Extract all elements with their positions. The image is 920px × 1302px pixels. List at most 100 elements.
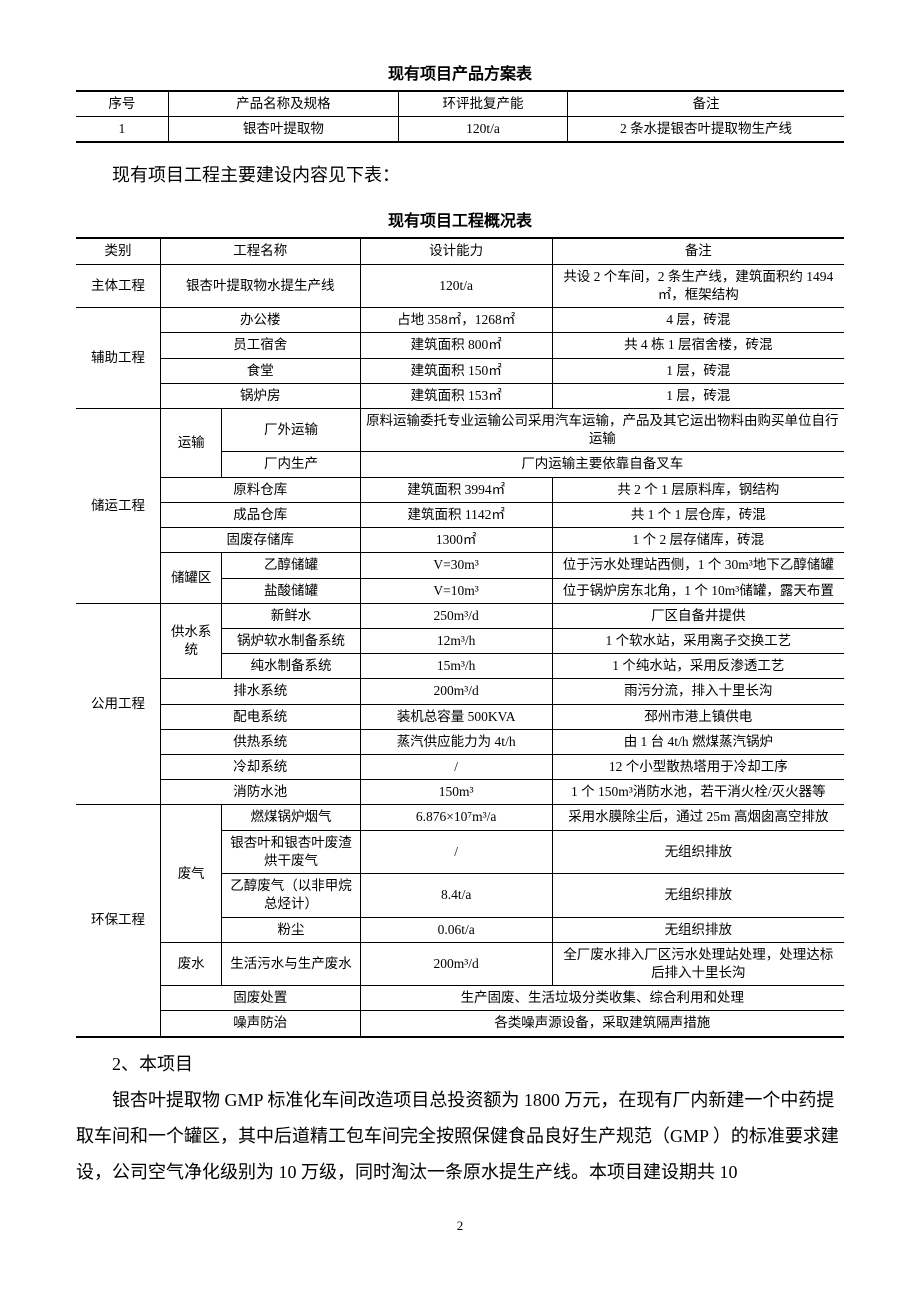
page-number: 2 bbox=[76, 1218, 844, 1234]
table-row: 环保工程 废气 燃煤锅炉烟气 6.876×10⁷m³/a 采用水膜除尘后，通过 … bbox=[76, 805, 844, 830]
cell: 1 个 150m³消防水池，若干消火栓/灭火器等 bbox=[552, 780, 844, 805]
table-row: 主体工程 银杏叶提取物水提生产线 120t/a 共设 2 个车间，2 条生产线，… bbox=[76, 264, 844, 307]
th-seq: 序号 bbox=[76, 91, 168, 117]
cell: 建筑面积 3994㎡ bbox=[360, 477, 552, 502]
cell: 1 bbox=[76, 117, 168, 143]
th-cat: 类别 bbox=[76, 238, 160, 264]
overview-table: 类别 工程名称 设计能力 备注 主体工程 银杏叶提取物水提生产线 120t/a … bbox=[76, 237, 844, 1037]
cell: 占地 358㎡，1268㎡ bbox=[360, 308, 552, 333]
cell: 120t/a bbox=[360, 264, 552, 307]
cell: 采用水膜除尘后，通过 25m 高烟囱高空排放 bbox=[552, 805, 844, 830]
table-row: 冷却系统 / 12 个小型散热塔用于冷却工序 bbox=[76, 755, 844, 780]
product-table: 序号 产品名称及规格 环评批复产能 备注 1 银杏叶提取物 120t/a 2 条… bbox=[76, 90, 844, 143]
cell: 成品仓库 bbox=[160, 502, 360, 527]
table-row: 辅助工程 办公楼 占地 358㎡，1268㎡ 4 层，砖混 bbox=[76, 308, 844, 333]
table-row: 员工宿舍 建筑面积 800㎡ 共 4 栋 1 层宿舍楼，砖混 bbox=[76, 333, 844, 358]
cell: 新鲜水 bbox=[222, 603, 360, 628]
cell: 12m³/h bbox=[360, 628, 552, 653]
cell: 员工宿舍 bbox=[160, 333, 360, 358]
cell: 固废存储库 bbox=[160, 528, 360, 553]
cell: V=30m³ bbox=[360, 553, 552, 578]
cell: 噪声防治 bbox=[160, 1011, 360, 1037]
cell: 银杏叶提取物 bbox=[168, 117, 398, 143]
cell: 150m³ bbox=[360, 780, 552, 805]
cell: 建筑面积 1142㎡ bbox=[360, 502, 552, 527]
table-row: 储运工程 运输 厂外运输 原料运输委托专业运输公司采用汽车运输，产品及其它运出物… bbox=[76, 408, 844, 451]
cell: 各类噪声源设备，采取建筑隔声措施 bbox=[360, 1011, 844, 1037]
cell: 由 1 台 4t/h 燃煤蒸汽锅炉 bbox=[552, 729, 844, 754]
cell: 原料运输委托专业运输公司采用汽车运输，产品及其它运出物料由购买单位自行运输 bbox=[360, 408, 844, 451]
sub-water: 废水 bbox=[160, 942, 221, 985]
table1-title: 现有项目产品方案表 bbox=[76, 60, 844, 84]
cell: 固废处置 bbox=[160, 986, 360, 1011]
table-row: 配电系统 装机总容量 500KVA 邳州市港上镇供电 bbox=[76, 704, 844, 729]
cell: 共设 2 个车间，2 条生产线，建筑面积约 1494㎡，框架结构 bbox=[552, 264, 844, 307]
cell: 120t/a bbox=[399, 117, 568, 143]
cell: 厂外运输 bbox=[222, 408, 360, 451]
cell: 共 1 个 1 层仓库，砖混 bbox=[552, 502, 844, 527]
cell: 厂内运输主要依靠自备叉车 bbox=[360, 452, 844, 477]
cell: 蒸汽供应能力为 4t/h bbox=[360, 729, 552, 754]
cell: 1 层，砖混 bbox=[552, 383, 844, 408]
cat-public: 公用工程 bbox=[76, 603, 160, 805]
cell: 食堂 bbox=[160, 358, 360, 383]
th-cap: 设计能力 bbox=[360, 238, 552, 264]
cell: V=10m³ bbox=[360, 578, 552, 603]
cell: 建筑面积 150㎡ bbox=[360, 358, 552, 383]
sub-water: 供水系统 bbox=[160, 603, 221, 679]
body-paragraph: 银杏叶提取物 GMP 标准化车间改造项目总投资额为 1800 万元，在现有厂内新… bbox=[76, 1082, 844, 1190]
cell: 无组织排放 bbox=[552, 917, 844, 942]
table-row: 序号 产品名称及规格 环评批复产能 备注 bbox=[76, 91, 844, 117]
table-row: 食堂 建筑面积 150㎡ 1 层，砖混 bbox=[76, 358, 844, 383]
sub-tank: 储罐区 bbox=[160, 553, 221, 603]
section-number: 2、本项目 bbox=[76, 1050, 844, 1076]
cell: 冷却系统 bbox=[160, 755, 360, 780]
table-row: 废水 生活污水与生产废水 200m³/d 全厂废水排入厂区污水处理站处理，处理达… bbox=[76, 942, 844, 985]
cell: 1 个软水站，采用离子交换工艺 bbox=[552, 628, 844, 653]
cell: 厂内生产 bbox=[222, 452, 360, 477]
cell: 装机总容量 500KVA bbox=[360, 704, 552, 729]
cell: 共 4 栋 1 层宿舍楼，砖混 bbox=[552, 333, 844, 358]
cell: 1 层，砖混 bbox=[552, 358, 844, 383]
table-row: 公用工程 供水系统 新鲜水 250m³/d 厂区自备井提供 bbox=[76, 603, 844, 628]
cell: 乙醇储罐 bbox=[222, 553, 360, 578]
table-row: 储罐区 乙醇储罐 V=30m³ 位于污水处理站西侧，1 个 30m³地下乙醇储罐 bbox=[76, 553, 844, 578]
sub-gas: 废气 bbox=[160, 805, 221, 942]
cell: 无组织排放 bbox=[552, 874, 844, 917]
cell: 原料仓库 bbox=[160, 477, 360, 502]
cat-storage: 储运工程 bbox=[76, 408, 160, 603]
cell: 1300㎡ bbox=[360, 528, 552, 553]
cell: / bbox=[360, 830, 552, 873]
cell: 4 层，砖混 bbox=[552, 308, 844, 333]
cell: 锅炉房 bbox=[160, 383, 360, 408]
cell: 排水系统 bbox=[160, 679, 360, 704]
cell: / bbox=[360, 755, 552, 780]
th-note: 备注 bbox=[552, 238, 844, 264]
cell: 0.06t/a bbox=[360, 917, 552, 942]
table-row: 类别 工程名称 设计能力 备注 bbox=[76, 238, 844, 264]
cat-env: 环保工程 bbox=[76, 805, 160, 1037]
table-row: 供热系统 蒸汽供应能力为 4t/h 由 1 台 4t/h 燃煤蒸汽锅炉 bbox=[76, 729, 844, 754]
cell: 雨污分流，排入十里长沟 bbox=[552, 679, 844, 704]
cell: 6.876×10⁷m³/a bbox=[360, 805, 552, 830]
cell: 生活污水与生产废水 bbox=[222, 942, 360, 985]
table-row: 固废处置 生产固废、生活垃圾分类收集、综合利用和处理 bbox=[76, 986, 844, 1011]
cell: 办公楼 bbox=[160, 308, 360, 333]
cat-aux: 辅助工程 bbox=[76, 308, 160, 409]
table-row: 消防水池 150m³ 1 个 150m³消防水池，若干消火栓/灭火器等 bbox=[76, 780, 844, 805]
table-row: 固废存储库 1300㎡ 1 个 2 层存储库，砖混 bbox=[76, 528, 844, 553]
cell: 供热系统 bbox=[160, 729, 360, 754]
cell: 银杏叶和银杏叶废渣烘干废气 bbox=[222, 830, 360, 873]
sub-transport: 运输 bbox=[160, 408, 221, 477]
cell: 2 条水提银杏叶提取物生产线 bbox=[568, 117, 845, 143]
th-name: 产品名称及规格 bbox=[168, 91, 398, 117]
cell: 配电系统 bbox=[160, 704, 360, 729]
cell: 建筑面积 153㎡ bbox=[360, 383, 552, 408]
cell: 消防水池 bbox=[160, 780, 360, 805]
table-row: 锅炉房 建筑面积 153㎡ 1 层，砖混 bbox=[76, 383, 844, 408]
th-cap: 环评批复产能 bbox=[399, 91, 568, 117]
cell: 乙醇废气（以非甲烷总烃计） bbox=[222, 874, 360, 917]
th-note: 备注 bbox=[568, 91, 845, 117]
cell: 锅炉软水制备系统 bbox=[222, 628, 360, 653]
cell: 15m³/h bbox=[360, 654, 552, 679]
